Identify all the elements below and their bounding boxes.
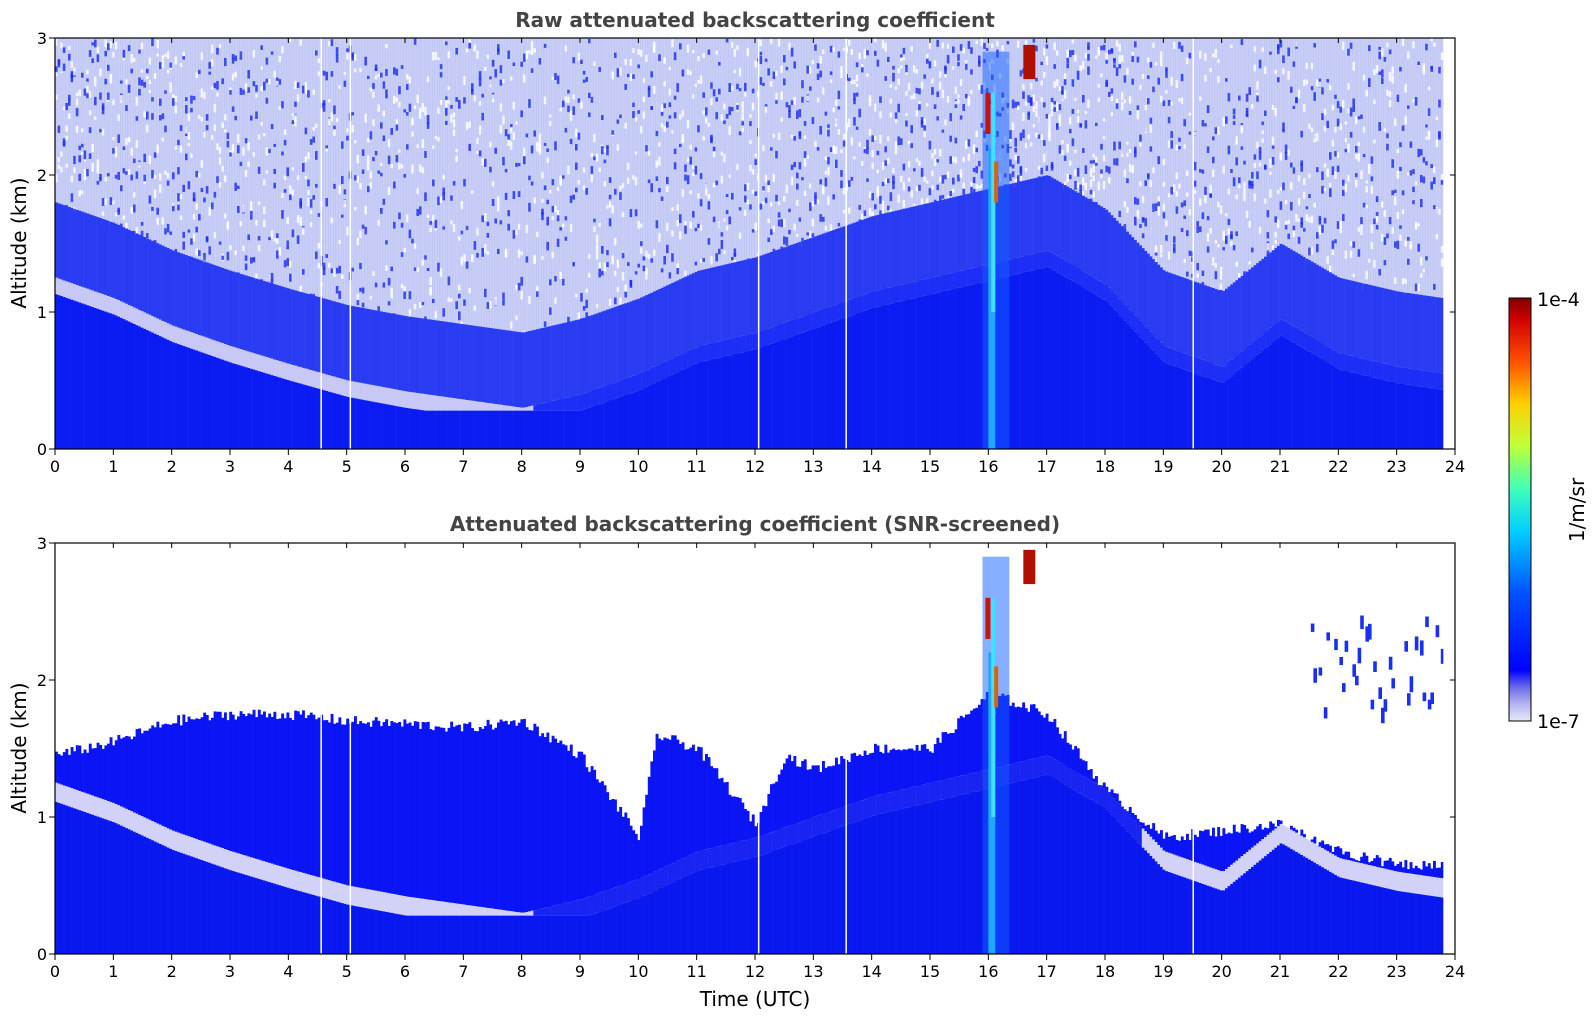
x-tick-label: 4 — [283, 457, 293, 476]
colorbar: 1e-4 1e-7 1/m/sr — [1508, 289, 1589, 733]
y-tick-label: 2 — [37, 671, 47, 690]
x-tick-label: 0 — [50, 962, 60, 981]
x-tick-label: 9 — [575, 962, 585, 981]
x-tick-label: 5 — [342, 457, 352, 476]
x-tick-label: 22 — [1328, 457, 1348, 476]
x-tick-label: 11 — [686, 457, 706, 476]
colorbar-unit-label: 1/m/sr — [1565, 477, 1589, 542]
y-axis-label: Altitude (km) — [7, 682, 31, 813]
x-tick-label: 18 — [1095, 457, 1115, 476]
x-axis: 0 1 2 3 4 5 6 7 8 9 10 11 12 13 14 15 16 17 18 19 20 21 22 23 24 — [50, 38, 1465, 476]
x-tick-label: 18 — [1095, 962, 1115, 981]
x-tick-label: 21 — [1270, 457, 1290, 476]
x-tick-label: 3 — [225, 457, 235, 476]
x-tick-label: 20 — [1211, 457, 1231, 476]
x-tick-label: 8 — [517, 457, 527, 476]
x-tick-label: 14 — [861, 457, 881, 476]
x-tick-label: 10 — [628, 457, 648, 476]
x-tick-label: 6 — [400, 962, 410, 981]
x-tick-label: 6 — [400, 457, 410, 476]
x-axis-label: Time (UTC) — [699, 987, 811, 1011]
x-tick-label: 0 — [50, 457, 60, 476]
x-tick-label: 1 — [108, 457, 118, 476]
x-tick-label: 19 — [1153, 962, 1173, 981]
x-tick-label: 11 — [686, 962, 706, 981]
y-tick-label: 3 — [37, 534, 47, 553]
x-tick-label: 12 — [745, 962, 765, 981]
colorbar-max-label: 1e-4 — [1537, 289, 1580, 311]
y-tick-label: 0 — [37, 440, 47, 459]
panel-title: Raw attenuated backscattering coefficien… — [515, 8, 995, 32]
y-tick-label: 3 — [37, 29, 47, 48]
y-tick-label: 1 — [37, 808, 47, 827]
y-tick-label: 1 — [37, 303, 47, 322]
x-tick-label: 20 — [1211, 962, 1231, 981]
x-tick-label: 7 — [458, 457, 468, 476]
colorbar-gradient — [1508, 297, 1532, 722]
x-tick-label: 24 — [1445, 457, 1465, 476]
panel-title: Attenuated backscattering coefficient (S… — [450, 512, 1060, 536]
x-tick-label: 24 — [1445, 962, 1465, 981]
x-tick-label: 7 — [458, 962, 468, 981]
x-tick-label: 16 — [978, 962, 998, 981]
x-tick-label: 5 — [342, 962, 352, 981]
x-tick-label: 23 — [1386, 962, 1406, 981]
x-tick-label: 22 — [1328, 962, 1348, 981]
heatmap-data — [55, 38, 1444, 449]
x-tick-label: 13 — [803, 457, 823, 476]
x-tick-label: 9 — [575, 457, 585, 476]
x-tick-label: 17 — [1036, 962, 1056, 981]
x-tick-label: 23 — [1386, 457, 1406, 476]
colorbar-min-label: 1e-7 — [1537, 711, 1580, 733]
x-tick-label: 19 — [1153, 457, 1173, 476]
y-axis: 0 1 2 3 — [37, 29, 1455, 459]
screened-backscatter-panel: Attenuated backscattering coefficient (S… — [7, 512, 1465, 1011]
y-axis-label: Altitude (km) — [7, 177, 31, 308]
data-gaps — [320, 543, 1455, 954]
x-tick-label: 17 — [1036, 457, 1056, 476]
x-tick-label: 15 — [920, 457, 940, 476]
x-tick-label: 12 — [745, 457, 765, 476]
x-tick-label: 21 — [1270, 962, 1290, 981]
x-tick-label: 15 — [920, 962, 940, 981]
data-gaps — [320, 38, 1455, 449]
heatmap-data — [55, 549, 1445, 954]
x-tick-label: 3 — [225, 962, 235, 981]
x-tick-label: 2 — [167, 962, 177, 981]
x-tick-label: 16 — [978, 457, 998, 476]
x-tick-label: 14 — [861, 962, 881, 981]
x-tick-label: 4 — [283, 962, 293, 981]
x-tick-label: 1 — [108, 962, 118, 981]
x-tick-label: 8 — [517, 962, 527, 981]
y-tick-label: 0 — [37, 945, 47, 964]
raw-backscatter-panel: Raw attenuated backscattering coefficien… — [7, 8, 1465, 476]
y-axis: 0 1 2 3 — [37, 534, 1455, 964]
x-tick-label: 10 — [628, 962, 648, 981]
x-tick-label: 2 — [167, 457, 177, 476]
x-tick-label: 13 — [803, 962, 823, 981]
x-axis: 0 1 2 3 4 5 6 7 8 9 10 11 12 13 14 15 16 17 18 19 20 21 22 23 24 — [50, 543, 1465, 981]
y-tick-label: 2 — [37, 166, 47, 185]
